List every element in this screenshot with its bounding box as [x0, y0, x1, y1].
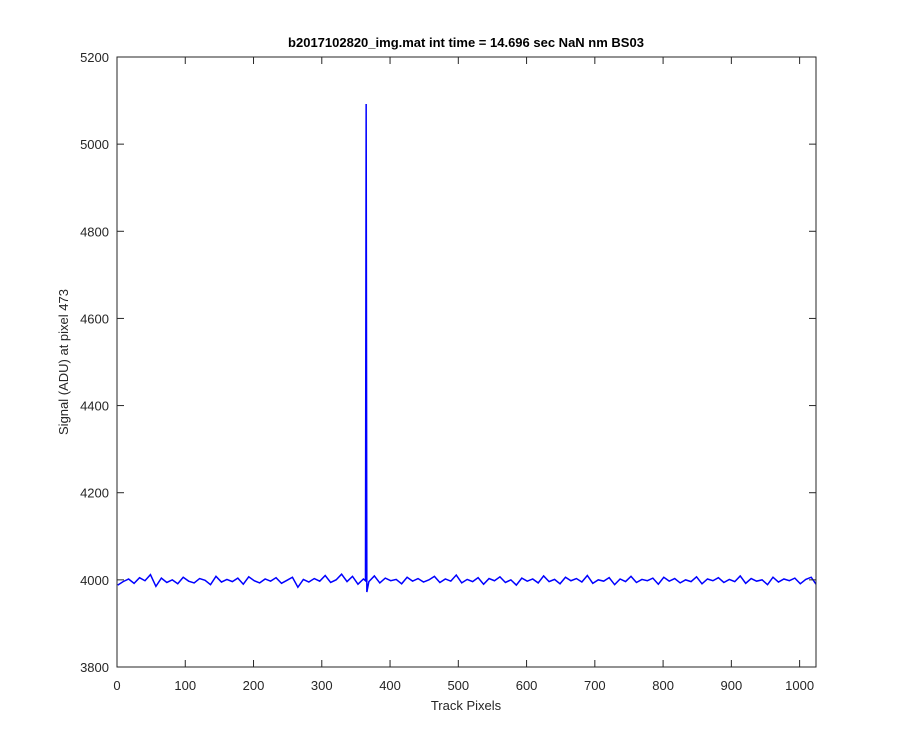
x-tick-label: 200 — [243, 678, 265, 693]
plot-box — [116, 56, 817, 668]
x-tick-label: 600 — [516, 678, 538, 693]
y-tick-label: 3800 — [80, 660, 109, 675]
x-tick-label: 500 — [447, 678, 469, 693]
x-axis-label: Track Pixels — [431, 698, 502, 713]
x-tick-label: 700 — [584, 678, 606, 693]
x-tick-label: 100 — [174, 678, 196, 693]
x-tick-label: 900 — [721, 678, 743, 693]
y-tick-label: 5200 — [80, 50, 109, 65]
y-tick-label: 5000 — [80, 137, 109, 152]
x-tick-label: 400 — [379, 678, 401, 693]
x-tick-label: 800 — [652, 678, 674, 693]
x-tick-label: 1000 — [785, 678, 814, 693]
x-tick-label: 0 — [113, 678, 120, 693]
y-tick-label: 4600 — [80, 311, 109, 326]
x-tick-label: 300 — [311, 678, 333, 693]
y-axis-label: Signal (ADU) at pixel 473 — [56, 289, 71, 435]
y-tick-label: 4800 — [80, 224, 109, 239]
y-tick-label: 4400 — [80, 399, 109, 414]
chart-title: b2017102820_img.mat int time = 14.696 se… — [288, 35, 644, 50]
y-tick-label: 4200 — [80, 486, 109, 501]
y-tick-label: 4000 — [80, 573, 109, 588]
data-line — [117, 104, 817, 593]
